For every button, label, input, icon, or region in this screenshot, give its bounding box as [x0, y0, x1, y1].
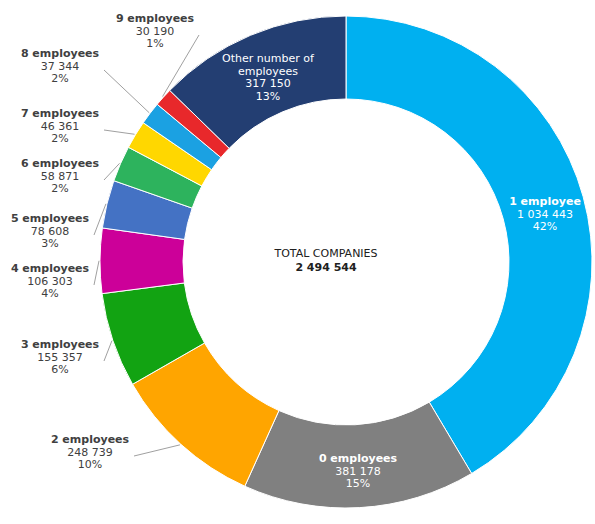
percentage-label: 15% [346, 477, 370, 490]
leader-line [104, 163, 120, 180]
value-label: 106 303 [27, 275, 73, 288]
category-label: 3 employees [21, 338, 100, 351]
category-label: 9 employees [116, 12, 195, 25]
percentage-label: 10% [78, 458, 102, 471]
percentage-label: 2% [51, 132, 68, 145]
background [0, 0, 595, 524]
chart-root: 1 employee1 034 44342% 0 employees381 178… [0, 0, 595, 524]
leader-line [104, 70, 149, 113]
percentage-label: 2% [51, 182, 68, 195]
percentage-label: 6% [51, 363, 68, 376]
value-label: 78 608 [31, 225, 70, 238]
category-label: 2 employees [51, 433, 130, 446]
center-title: TOTAL COMPANIES [273, 247, 377, 260]
leader-line [94, 261, 99, 285]
value-label: 248 739 [67, 446, 113, 459]
value-label: 58 871 [41, 170, 80, 183]
leader-line [104, 341, 112, 361]
category-label: 7 employees [21, 107, 100, 120]
percentage-label: 4% [41, 287, 58, 300]
percentage-label: 2% [51, 72, 68, 85]
category-label: Other number ofemployees [222, 52, 315, 78]
percentage-label: 3% [41, 237, 58, 250]
slice [170, 16, 346, 148]
slice [102, 283, 205, 384]
leader-line [163, 35, 199, 97]
category-label: 4 employees [11, 262, 90, 275]
value-label: 30 190 [136, 25, 175, 38]
category-label: 8 employees [21, 47, 100, 60]
slice [346, 16, 592, 473]
value-label: 317 150 [245, 77, 291, 90]
slices [100, 16, 592, 508]
category-label: 1 employee [509, 195, 581, 208]
value-label: 155 357 [37, 351, 83, 364]
value-label: 46 361 [41, 120, 80, 133]
leader-line [104, 130, 135, 134]
percentage-label: 42% [533, 220, 557, 233]
donut-chart: 1 employee1 034 44342% 0 employees381 178… [0, 0, 595, 524]
percentage-label: 1% [146, 37, 163, 50]
category-label: 0 employees [319, 452, 398, 465]
slice [245, 402, 472, 508]
leader-line [134, 445, 180, 456]
value-label: 381 178 [335, 465, 381, 478]
labels: 1 employee1 034 44342% 0 employees381 178… [11, 12, 581, 490]
leader-line [94, 204, 106, 235]
center-total: 2 494 544 [295, 261, 357, 274]
category-label: 5 employees [11, 212, 90, 225]
percentage-label: 13% [256, 90, 280, 103]
value-label: 1 034 443 [517, 208, 573, 221]
category-label: 6 employees [21, 157, 100, 170]
value-label: 37 344 [41, 60, 80, 73]
